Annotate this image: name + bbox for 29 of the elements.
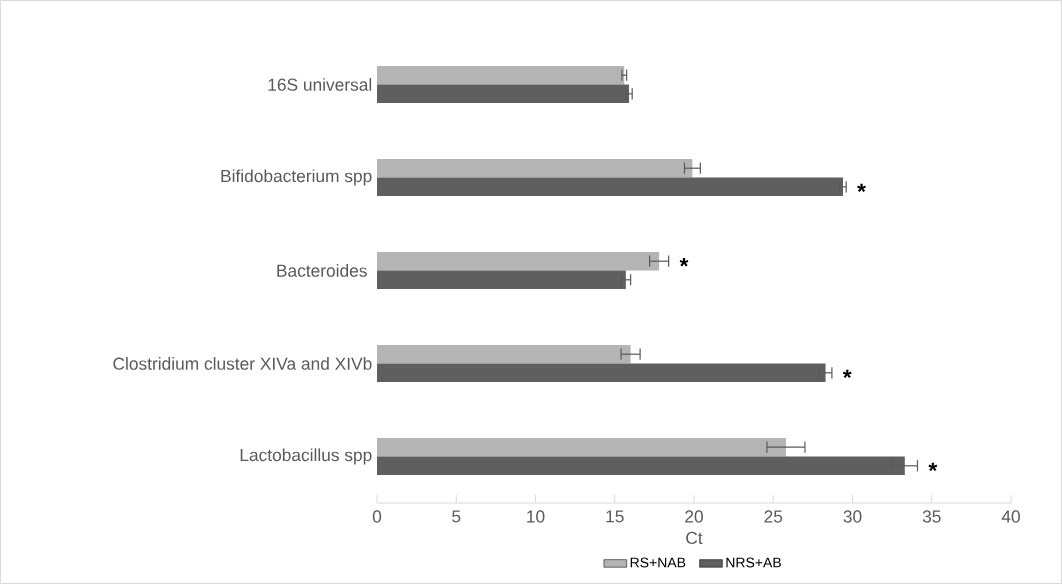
x-tick-label: 0 <box>372 510 382 523</box>
x-tick-label: 10 <box>527 510 545 523</box>
legend-label: RS+NAB <box>630 557 686 568</box>
x-tick-label: 20 <box>685 510 703 523</box>
annotation: * <box>679 258 689 267</box>
x-tick-label: 40 <box>1001 510 1020 523</box>
bar <box>377 344 631 364</box>
annotation: * <box>928 462 938 472</box>
x-tick-label: 5 <box>452 510 461 523</box>
bar <box>377 270 626 290</box>
x-tick-label: 35 <box>922 510 941 523</box>
x-tick-label: 15 <box>606 510 624 523</box>
y-tick-label: 16S universal <box>268 78 372 91</box>
x-tick-label: 25 <box>764 510 783 523</box>
y-tick-label: Bacteroides <box>277 264 367 277</box>
y-tick-label: Lactobacillus spp <box>240 448 372 465</box>
y-tick-label: Bifidobacterium spp <box>221 169 372 186</box>
x-axis-title: Ct <box>686 531 703 545</box>
legend-label: NRS+AB <box>726 557 781 568</box>
annotation: * <box>842 369 852 379</box>
bar <box>377 177 843 197</box>
bar <box>377 84 630 104</box>
bar <box>377 437 786 457</box>
bar <box>377 251 660 271</box>
annotation: * <box>857 183 866 193</box>
x-tick-label: 30 <box>843 510 862 523</box>
bar <box>377 65 625 85</box>
y-tick-label: Clostridium cluster XIVa and XIVb <box>113 357 372 370</box>
bar <box>377 158 693 178</box>
